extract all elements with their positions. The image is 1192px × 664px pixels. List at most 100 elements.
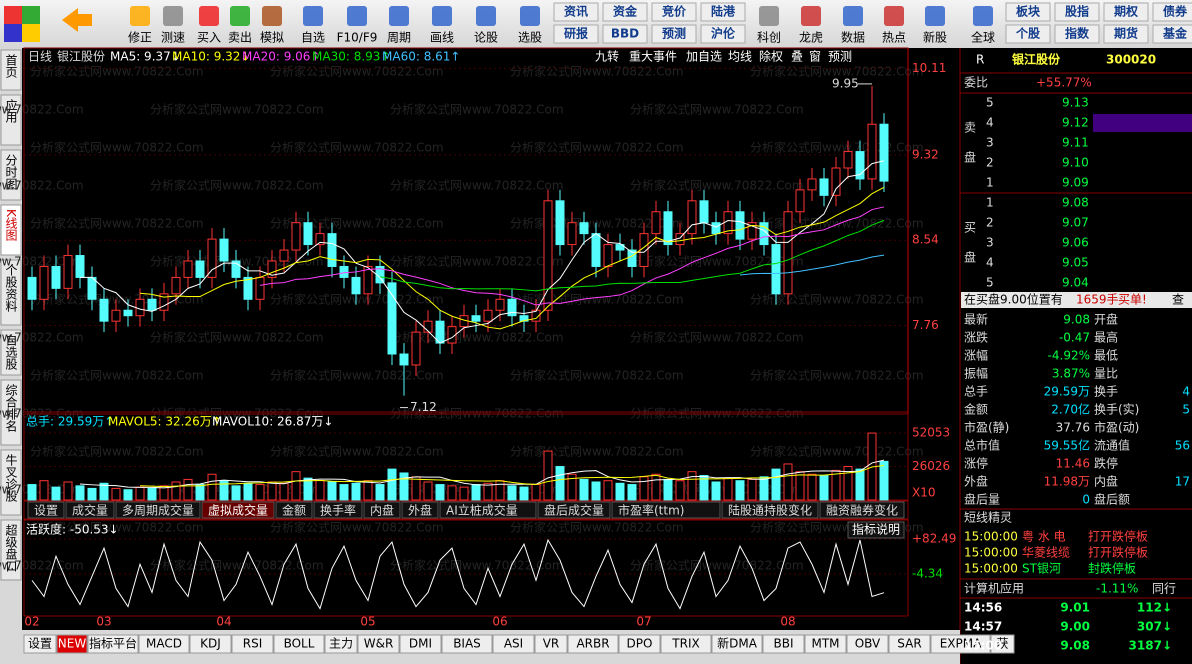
tool-icon[interactable]: [389, 6, 409, 26]
tool-button-label[interactable]: 基金: [1162, 26, 1188, 41]
tool-button-label[interactable]: 竞价: [662, 4, 687, 19]
tool-button-label[interactable]: 股指: [1065, 4, 1089, 19]
tool-label[interactable]: F10/F9: [337, 31, 378, 45]
indicator-tab[interactable]: [115, 501, 201, 519]
help-button[interactable]: [847, 521, 905, 539]
bottom-tab-label[interactable]: DPO: [627, 637, 653, 651]
chart-button[interactable]: 加自选: [686, 50, 722, 64]
tool-button[interactable]: [1152, 24, 1192, 44]
tool-button[interactable]: [700, 24, 746, 44]
tool-label[interactable]: 模拟: [260, 31, 284, 45]
indicator-tab-label[interactable]: 设置: [34, 504, 58, 518]
indicator-tab[interactable]: [439, 501, 537, 519]
tool-label[interactable]: 画线: [430, 31, 454, 45]
side-tab[interactable]: [0, 149, 22, 201]
tool-label[interactable]: 新股: [923, 30, 947, 45]
indicator-tab-label[interactable]: 陆股通持股变化: [728, 503, 812, 518]
bottom-tab[interactable]: [23, 634, 57, 654]
bottom-tab[interactable]: [888, 634, 931, 654]
bottom-tab[interactable]: [399, 634, 442, 654]
bottom-tab-label[interactable]: SAR: [897, 637, 921, 651]
help-label[interactable]: 指标说明: [852, 522, 900, 537]
chart-button[interactable]: 除权: [759, 49, 783, 64]
side-tab-label[interactable]: 综合排名: [4, 384, 18, 432]
tool-label[interactable]: 周期: [387, 31, 411, 45]
tool-icon[interactable]: [432, 6, 452, 26]
bottom-tab[interactable]: [492, 634, 535, 654]
bottom-tab[interactable]: [231, 634, 274, 654]
indicator-tab[interactable]: [363, 501, 401, 519]
tool-icon[interactable]: [347, 6, 367, 26]
indicator-tab[interactable]: [401, 501, 439, 519]
indicator-tab[interactable]: [27, 501, 65, 519]
bottom-tab[interactable]: [930, 634, 991, 654]
tool-label[interactable]: 修正: [128, 30, 152, 45]
bottom-tab[interactable]: [56, 634, 88, 654]
back-icon[interactable]: [62, 8, 92, 32]
tool-icon[interactable]: [973, 6, 993, 26]
tool-button-label[interactable]: 期货: [1114, 26, 1138, 41]
side-tab-label[interactable]: K线图: [4, 209, 18, 241]
tool-button[interactable]: [700, 2, 746, 22]
tool-icon[interactable]: [884, 6, 904, 26]
tool-label[interactable]: 科创: [757, 31, 781, 45]
tool-button-label[interactable]: 板块: [1016, 4, 1041, 19]
tool-button[interactable]: [1054, 24, 1100, 44]
bottom-tab-label[interactable]: BIAS: [453, 637, 481, 651]
tool-icon[interactable]: [843, 6, 863, 26]
indicator-tab[interactable]: [721, 501, 819, 519]
side-tab-label[interactable]: 分时图: [4, 154, 18, 190]
bottom-tab-label[interactable]: 设置: [28, 637, 52, 651]
bottom-tab-label[interactable]: BOLL: [284, 637, 315, 651]
bottom-tab[interactable]: [273, 634, 325, 654]
side-tab[interactable]: [0, 519, 22, 581]
bottom-tab[interactable]: [567, 634, 619, 654]
indicator-tab[interactable]: [819, 501, 905, 519]
bottom-tab-label[interactable]: ASI: [504, 637, 523, 651]
bottom-tab-label[interactable]: 新DMA: [717, 636, 758, 651]
tool-label[interactable]: 自选: [301, 31, 325, 45]
bottom-tab[interactable]: [87, 634, 139, 654]
tool-icon[interactable]: [199, 6, 219, 26]
tool-button-label[interactable]: 陆港: [711, 4, 736, 19]
bottom-tab-label[interactable]: W&R: [364, 637, 394, 651]
chart-button[interactable]: 九转: [595, 49, 619, 64]
tool-icon[interactable]: [476, 6, 496, 26]
bottom-tab-label[interactable]: KDJ: [200, 637, 221, 651]
chart-button[interactable]: 预测: [828, 50, 852, 64]
tool-label[interactable]: 热点: [882, 31, 906, 45]
tool-icon[interactable]: [262, 6, 282, 26]
side-tab-label[interactable]: 自选股: [4, 334, 18, 371]
bottom-tab[interactable]: [618, 634, 661, 654]
side-tab[interactable]: [0, 379, 22, 446]
tool-button-label[interactable]: BBD: [611, 27, 639, 41]
tool-button[interactable]: [602, 24, 648, 44]
tool-icon[interactable]: [759, 6, 779, 26]
tool-label[interactable]: 买入: [197, 31, 221, 45]
side-tab-label[interactable]: 牛叉诊股: [4, 453, 18, 503]
bottom-tab-label[interactable]: MTM: [811, 637, 839, 651]
sector-link[interactable]: 同行: [1152, 582, 1176, 596]
tool-button[interactable]: [553, 2, 599, 22]
indicator-tab-label[interactable]: 内盘: [370, 503, 394, 518]
bottom-tab[interactable]: [762, 634, 805, 654]
tool-button[interactable]: [651, 24, 697, 44]
indicator-tab-label[interactable]: 虚拟成交量: [208, 503, 268, 518]
side-tab-label[interactable]: 首页: [4, 54, 18, 79]
tool-button-label[interactable]: 预测: [662, 26, 686, 41]
indicator-tab[interactable]: [201, 501, 275, 519]
indicator-tab-label[interactable]: 外盘: [408, 503, 432, 518]
indicator-tab-label[interactable]: 盘后成交量: [544, 503, 604, 518]
tool-button-label[interactable]: 期权: [1114, 4, 1139, 19]
tool-button[interactable]: [651, 2, 697, 22]
side-tab[interactable]: [0, 204, 22, 256]
bottom-tab[interactable]: [441, 634, 493, 654]
tool-button-label[interactable]: 指数: [1065, 26, 1090, 41]
indicator-tab[interactable]: [313, 501, 363, 519]
bottom-tab-label[interactable]: MACD: [146, 637, 182, 651]
bottom-tab[interactable]: [138, 634, 190, 654]
tool-button-label[interactable]: 债券: [1163, 4, 1188, 19]
bottom-tab[interactable]: [711, 634, 763, 654]
side-tab-label[interactable]: 超级盘口: [4, 523, 18, 572]
tool-button[interactable]: [1054, 2, 1100, 22]
